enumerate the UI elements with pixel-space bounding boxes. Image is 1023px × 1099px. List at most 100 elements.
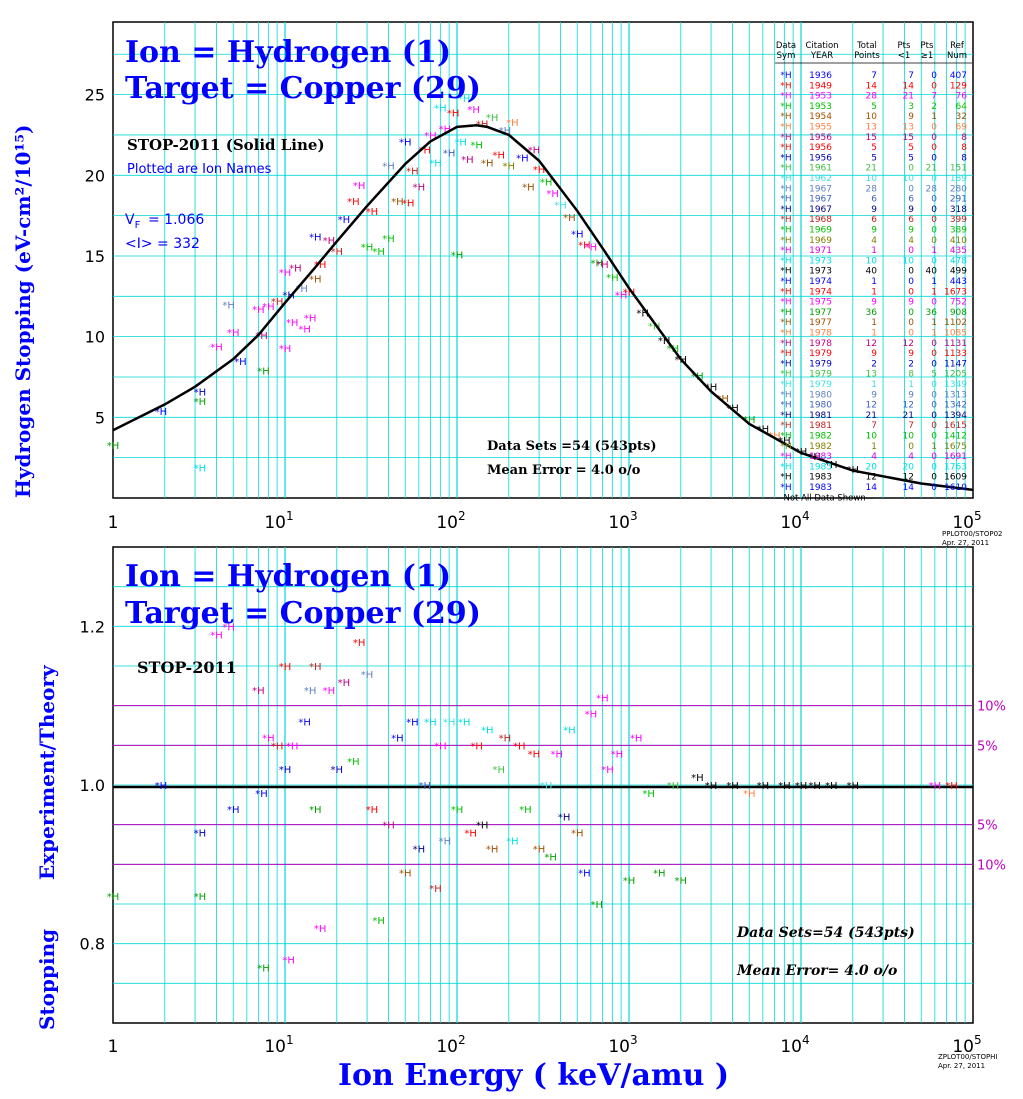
table-cell: 1 [931, 318, 937, 328]
data-point-marker: *H [406, 718, 419, 729]
data-point-marker: *H [808, 781, 821, 792]
table-cell: 1956 [809, 153, 832, 163]
table-cell: 1085 [944, 329, 967, 339]
data-point-marker: *H [726, 781, 739, 792]
table-cell: 5 [871, 143, 877, 153]
bottom-mean-error-note: Mean Error= 4.0 o/o [736, 963, 897, 979]
table-cell: 1 [931, 112, 937, 122]
table-header: Citation YEAR [805, 41, 838, 61]
table-cell: 0 [931, 174, 937, 184]
data-point-marker: *H [757, 781, 770, 792]
data-point-marker: *H [636, 308, 649, 319]
table-cell: *H [780, 359, 791, 369]
table-cell: *H [780, 329, 791, 339]
table-cell: 478 [950, 256, 967, 266]
table-cell: 1313 [944, 390, 967, 400]
table-cell: 0 [931, 226, 937, 236]
table-cell: 0 [931, 153, 937, 163]
table-cell: 12 [866, 339, 877, 349]
table-row: *H 1953 28 21 7 76 [780, 92, 967, 102]
data-point-marker: *H [331, 765, 344, 776]
table-cell: 499 [950, 267, 967, 277]
data-point-marker: *H [743, 789, 756, 800]
bottom-data-points: *H*H*H*H*H*H*H*H*H*H*H*H*H*H*H*H*H*H*H*H… [107, 622, 958, 974]
mean-i-value: <I> = 332 [125, 236, 200, 252]
table-cell: 291 [950, 195, 967, 205]
data-point-marker: *H [366, 805, 379, 816]
table-footnote: —Not All Data Shown— [775, 493, 875, 503]
data-point-marker: *H [222, 300, 235, 311]
table-cell: 21 [866, 164, 877, 174]
table-cell: *H [780, 102, 791, 112]
data-point-marker: *H [298, 325, 311, 336]
table-header-line: Total [856, 41, 877, 51]
x-tick-exponent: 3 [630, 509, 638, 523]
data-point-marker: *H [716, 394, 729, 405]
table-cell: *H [780, 267, 791, 277]
bottom-stamp-line-2: Apr. 27, 2011 [938, 1062, 985, 1070]
table-cell: 12 [903, 339, 914, 349]
data-point-marker: *H [476, 821, 489, 832]
table-cell: *H [780, 143, 791, 153]
data-point-marker: *H [309, 233, 322, 244]
table-cell: 1982 [809, 442, 832, 452]
table-cell: 1763 [944, 462, 967, 472]
table-row: *H 1974 1 0 1 443 [780, 277, 967, 287]
table-cell: 443 [950, 277, 967, 287]
bottom-stamp-line-1: ZPLOT00/STOPHI [938, 1053, 998, 1061]
data-point-marker: *H [282, 956, 295, 967]
x-tick-label: 101 [264, 1033, 293, 1057]
table-cell: *H [780, 153, 791, 163]
table-cell: 14 [866, 483, 878, 493]
data-point-marker: *H [382, 162, 395, 173]
data-point-marker: *H [451, 805, 464, 816]
data-point-marker: *H [338, 678, 351, 689]
table-cell: 1981 [809, 411, 832, 421]
data-point-marker: *H [563, 213, 576, 224]
data-point-marker: *H [289, 263, 302, 274]
table-row: *H 1979 2 2 0 1147 [780, 359, 967, 369]
table-cell: 1969 [809, 236, 832, 246]
data-point-marker: *H [447, 108, 460, 119]
data-point-marker: *H [402, 199, 415, 210]
table-cell: *H [780, 473, 791, 483]
top-mean-error-note: Mean Error = 4.0 o/o [487, 463, 641, 478]
x-tick-exponent: 5 [974, 1033, 982, 1047]
table-cell: 0 [931, 123, 937, 133]
data-point-marker: *H [419, 781, 432, 792]
table-cell: 9 [908, 112, 914, 122]
table-cell: 1974 [809, 277, 832, 287]
table-cell: 7 [908, 421, 914, 431]
table-cell: 1977 [809, 318, 832, 328]
x-tick-label: 1 [108, 513, 119, 533]
table-cell: *H [780, 92, 791, 102]
data-point-marker: *H [399, 137, 412, 148]
table-row: *H 1969 9 9 0 389 [780, 226, 967, 236]
table-cell: 4 [871, 452, 877, 462]
table-header-line: <1 [898, 51, 911, 61]
table-cell: 1979 [809, 349, 832, 359]
table-cell: 10 [903, 432, 915, 442]
table-row: *H 1978 1 0 1 1085 [780, 329, 967, 339]
table-cell: 4 [908, 452, 914, 462]
vf-label: VF [125, 212, 141, 231]
table-cell: 5 [908, 153, 914, 163]
table-cell: 0 [931, 339, 937, 349]
table-cell: *H [780, 339, 791, 349]
table-cell: 2 [931, 102, 937, 112]
data-point-marker: *H [252, 686, 265, 697]
table-cell: *H [780, 112, 791, 122]
data-point-marker: *H [499, 733, 512, 744]
data-point-marker: *H [544, 852, 557, 863]
table-cell: 0 [908, 267, 914, 277]
bottom-y-axis-label-bottom: Stopping [35, 929, 59, 1030]
data-point-marker: *H [331, 247, 344, 258]
x-tick-label: 104 [780, 1033, 809, 1057]
data-point-marker: *H [252, 305, 265, 316]
table-cell: 0 [908, 308, 914, 318]
table-cell: 1979 [809, 380, 832, 390]
data-point-marker: *H [658, 336, 671, 347]
data-point-marker: *H [540, 178, 553, 189]
data-point-marker: *H [550, 749, 563, 760]
table-cell: 280 [950, 184, 967, 194]
